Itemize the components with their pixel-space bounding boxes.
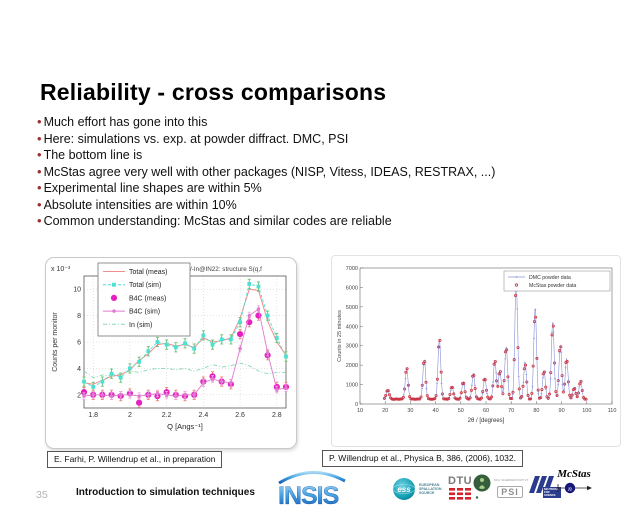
bullet-item: • Experimental line shapes are within 5% — [37, 180, 612, 197]
bullet-marker: • — [37, 180, 42, 195]
svg-text:40: 40 — [433, 408, 439, 414]
svg-text:Counts in 25 minutes: Counts in 25 minutes — [337, 310, 343, 362]
bullet-text: Absolute intensities are within 10% — [43, 197, 237, 212]
bullet-item: • Here: simulations vs. exp. at powder di… — [37, 131, 612, 148]
svg-text:2: 2 — [128, 412, 132, 419]
svg-text:x 10⁻³: x 10⁻³ — [51, 266, 71, 273]
svg-text:2.2: 2.2 — [162, 412, 172, 419]
svg-text:2θ / [degrees]: 2θ / [degrees] — [468, 418, 505, 424]
ess-label: EUROPEAN SPALLATION SOURCE — [419, 482, 442, 496]
svg-text:80: 80 — [533, 408, 539, 414]
citation-right: P. Willendrup et al., Physica B, 386, (2… — [322, 450, 523, 467]
svg-text:100: 100 — [582, 408, 591, 414]
svg-text:10: 10 — [73, 287, 81, 294]
svg-text:110: 110 — [608, 408, 617, 414]
svg-text:10: 10 — [357, 408, 363, 414]
bullet-text: Experimental line shapes are within 5% — [43, 181, 262, 195]
green-emblem-icon — [473, 474, 491, 499]
svg-text:2: 2 — [77, 392, 81, 399]
svg-text:Q [Angs⁻¹]: Q [Angs⁻¹] — [167, 422, 203, 431]
svg-text:6000: 6000 — [346, 285, 358, 291]
svg-text:60: 60 — [483, 408, 489, 414]
svg-text:B4C (meas): B4C (meas) — [129, 295, 166, 302]
svg-text:DMC powder data: DMC powder data — [529, 275, 571, 281]
bullet-text: Here: simulations vs. exp. at powder dif… — [43, 131, 349, 146]
bullet-marker: • — [37, 163, 42, 179]
bullet-text: Common understanding: McStas and similar… — [43, 214, 392, 228]
svg-text:3000: 3000 — [346, 344, 358, 350]
svg-text:/-In@IN22: structure S(q,f: /-In@IN22: structure S(q,f — [190, 266, 262, 273]
bullet-marker: • — [37, 147, 42, 162]
insis-logo-art: INSIS — [278, 471, 346, 510]
mcstas-text: McStas — [557, 468, 591, 480]
svg-text:4: 4 — [77, 366, 81, 373]
mcstas-n-text: n — [568, 484, 572, 493]
svg-text:Total (sim): Total (sim) — [129, 282, 161, 289]
mcstas-neutron-icon: n — [556, 482, 592, 494]
svg-text:50: 50 — [458, 408, 464, 414]
svg-text:20: 20 — [382, 408, 388, 414]
psi-logo: PAUL SCHERRER INSTITUT PSI — [494, 479, 529, 500]
psi-text: PSI — [497, 486, 523, 498]
bullet-list: • Much effort has gone into this • Here: si… — [37, 114, 612, 230]
bullet-text: Much effort has gone into this — [43, 115, 208, 129]
svg-text:8: 8 — [77, 313, 81, 320]
svg-text:2000: 2000 — [346, 363, 358, 369]
dtu-marks-icon — [449, 488, 471, 500]
svg-text:70: 70 — [508, 408, 514, 414]
svg-text:7000: 7000 — [346, 266, 358, 272]
svg-text:2.8: 2.8 — [272, 412, 282, 419]
left-chart-figure: 1.8 2 2.2 2.4 2.6 2.8 2 4 6 8 10 x 10⁻³ /-In@IN22: s… — [45, 257, 297, 449]
svg-text:1.8: 1.8 — [88, 412, 98, 419]
bullet-text: The bottom line is — [43, 148, 143, 162]
svg-text:In (sim): In (sim) — [129, 322, 152, 329]
svg-text:4000: 4000 — [346, 324, 358, 330]
insis-text: INSIS — [278, 482, 339, 508]
dtu-text: DTU — [448, 475, 473, 487]
bullet-marker: • — [37, 196, 42, 212]
ess-text: ess — [397, 485, 411, 494]
svg-text:1000: 1000 — [346, 383, 358, 389]
svg-text:90: 90 — [559, 408, 565, 414]
bullet-marker: • — [37, 114, 42, 129]
bullet-text: McStas agree very well with other packag… — [43, 164, 496, 179]
bullet-marker: • — [37, 130, 42, 146]
citation-left: E. Farhi, P. Willendrup et al., in prepa… — [47, 451, 223, 468]
bullet-item: • The bottom line is — [37, 147, 612, 164]
svg-text:0: 0 — [355, 402, 358, 408]
svg-text:30: 30 — [407, 408, 413, 414]
svg-text:B4C (sim): B4C (sim) — [129, 309, 160, 316]
svg-text:Total (meas): Total (meas) — [129, 269, 168, 276]
bullet-marker: • — [37, 213, 42, 228]
green-emblem-logo — [472, 474, 492, 506]
bullet-item: • Common understanding: McStas and simila… — [37, 213, 612, 230]
svg-text:5000: 5000 — [346, 305, 358, 311]
psi-label: PAUL SCHERRER INSTITUT — [494, 479, 529, 482]
bullet-item: • McStas agree very well with other packa… — [37, 164, 612, 181]
bullet-item: • Much effort has gone into this — [37, 114, 612, 131]
ess-logo: ess EUROPEAN SPALLATION SOURCE — [392, 477, 451, 501]
page-number: 35 — [36, 489, 48, 501]
svg-text:Counts per monitor: Counts per monitor — [52, 312, 59, 372]
insis-logo: INSIS — [276, 468, 348, 513]
insis-arc — [278, 471, 346, 485]
right-chart-figure: 10 20 30 40 50 60 70 80 90 100 110 0 1000 2000 3000 400… — [331, 255, 621, 447]
svg-text:McStas powder data: McStas powder data — [529, 283, 576, 289]
ill-logo: NEUTRONS FOR SCIENCE — [529, 476, 561, 500]
lecture-title: Introduction to simulation techniques — [76, 487, 255, 498]
dtu-logo: DTU — [448, 475, 472, 506]
svg-text:6: 6 — [77, 340, 81, 347]
mcstas-logo: McStas n — [554, 468, 594, 501]
ess-globe-icon: ess — [392, 478, 416, 500]
svg-text:2.6: 2.6 — [235, 412, 245, 419]
svg-text:2.4: 2.4 — [198, 412, 208, 419]
bullet-item: • Absolute intensities are within 10% — [37, 197, 612, 214]
ill-label: NEUTRONS FOR SCIENCE — [543, 487, 561, 498]
page-title: Reliability - cross comparisons — [40, 79, 387, 105]
